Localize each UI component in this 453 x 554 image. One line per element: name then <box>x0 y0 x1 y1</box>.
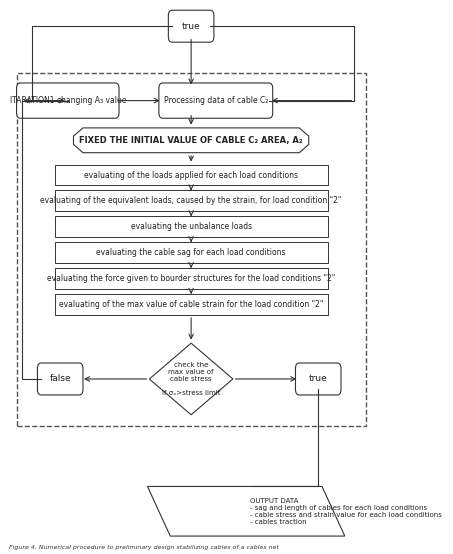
Text: Processing data of cable C₂: Processing data of cable C₂ <box>164 96 268 105</box>
Bar <box>54 294 328 315</box>
Text: true: true <box>182 22 201 30</box>
Bar <box>17 73 366 426</box>
Text: check the
max value of
cable stress

if σₓ>stress limit: check the max value of cable stress if σ… <box>162 362 220 396</box>
Polygon shape <box>149 343 233 415</box>
Text: evaluating the unbalance loads: evaluating the unbalance loads <box>130 222 252 232</box>
Bar <box>54 217 328 237</box>
Bar <box>54 242 328 263</box>
Polygon shape <box>148 486 345 536</box>
Text: evaluating of the loads applied for each load conditions: evaluating of the loads applied for each… <box>84 171 298 179</box>
FancyBboxPatch shape <box>38 363 83 395</box>
FancyBboxPatch shape <box>17 83 119 118</box>
Bar <box>54 191 328 212</box>
Text: false: false <box>49 375 71 383</box>
Text: OUTPUT DATA
- sag and length of cables for each load conditions
- cable stress a: OUTPUT DATA - sag and length of cables f… <box>250 498 442 525</box>
Text: ITARATION1 changing A₃ value: ITARATION1 changing A₃ value <box>10 96 126 105</box>
Text: Figure 4. Numerical procedure to preliminary design stabilizing cables of a cabl: Figure 4. Numerical procedure to prelimi… <box>9 545 279 550</box>
Polygon shape <box>73 128 309 153</box>
Text: evaluating of the equivalent loads, caused by the strain, for load condition "2": evaluating of the equivalent loads, caus… <box>40 197 342 206</box>
Text: evaluating the cable sag for each load conditions: evaluating the cable sag for each load c… <box>96 248 286 257</box>
FancyBboxPatch shape <box>295 363 341 395</box>
Text: FIXED THE INITIAL VALUE OF CABLE C₂ AREA, A₂: FIXED THE INITIAL VALUE OF CABLE C₂ AREA… <box>79 136 303 145</box>
Text: true: true <box>309 375 328 383</box>
Text: evaluating of the max value of cable strain for the load condition "2": evaluating of the max value of cable str… <box>59 300 323 309</box>
Text: evaluating the force given to bourder structures for the load conditions "2": evaluating the force given to bourder st… <box>47 274 335 283</box>
FancyBboxPatch shape <box>159 83 273 118</box>
Bar <box>54 268 328 289</box>
FancyBboxPatch shape <box>169 10 214 42</box>
Bar <box>54 165 328 186</box>
